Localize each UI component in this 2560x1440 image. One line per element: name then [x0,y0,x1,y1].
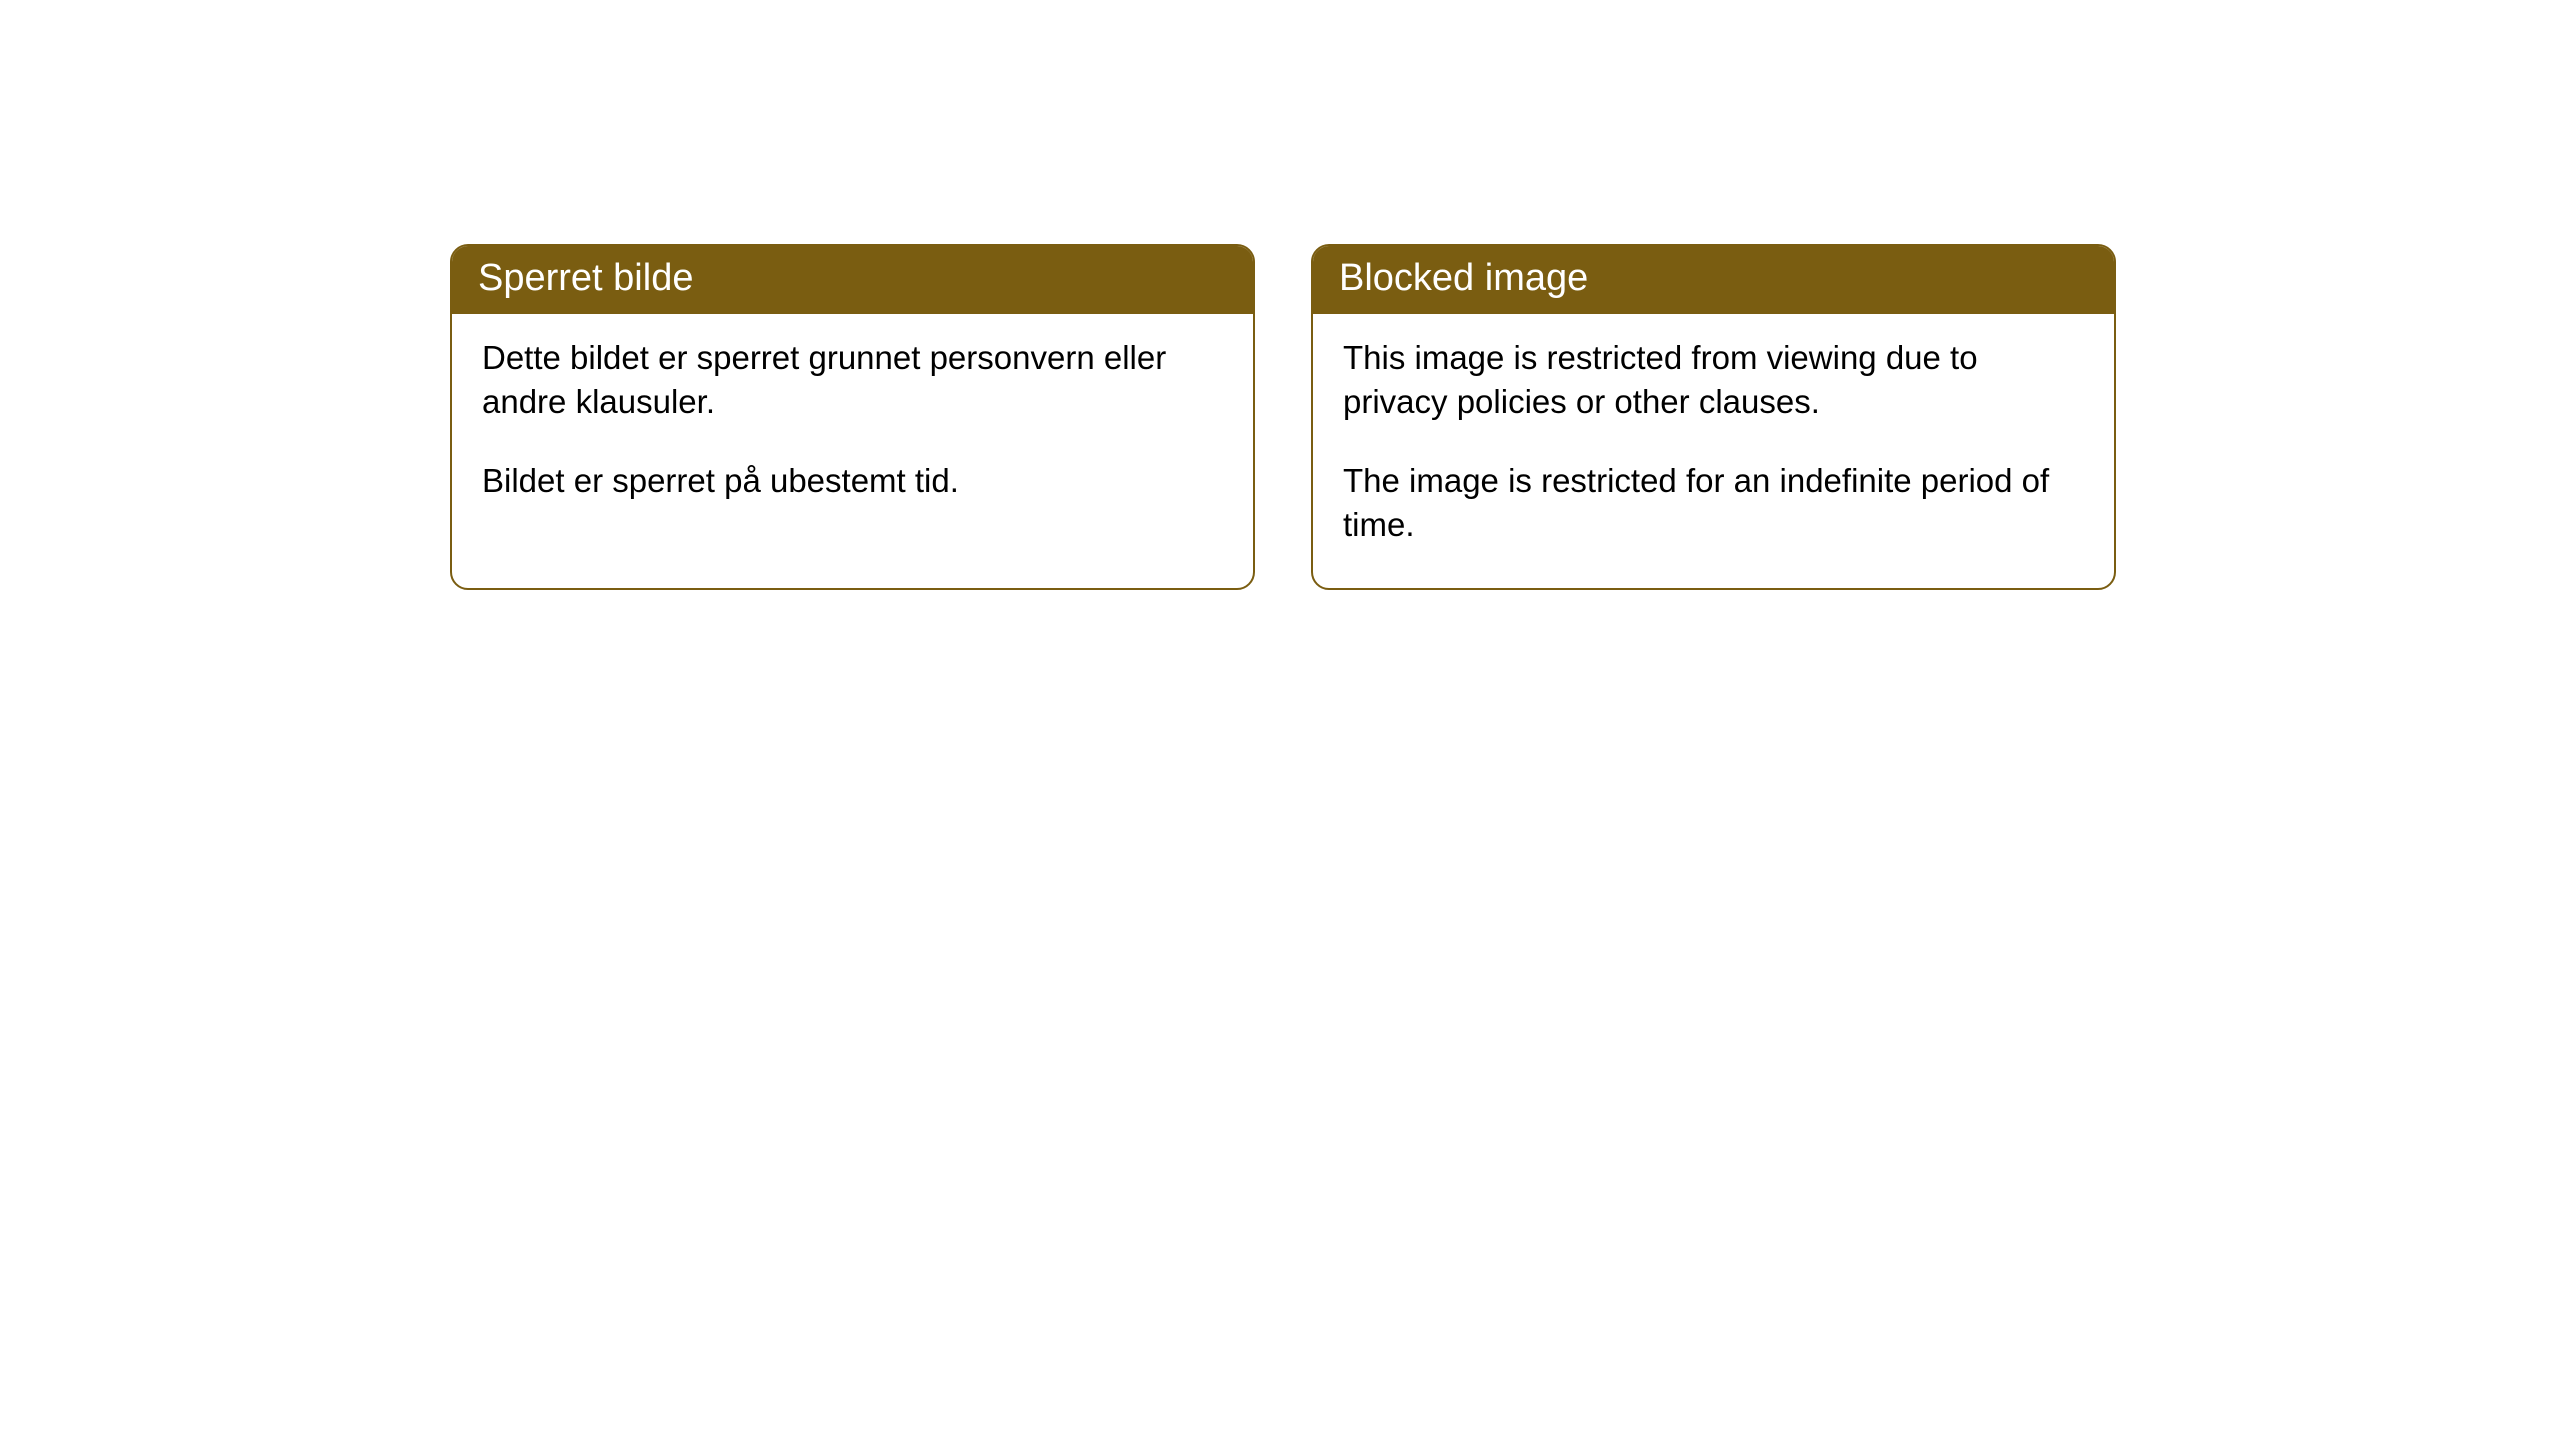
notice-text-english-1: This image is restricted from viewing du… [1343,336,2084,425]
notice-text-norwegian-1: Dette bildet er sperret grunnet personve… [482,336,1223,425]
notice-body-english: This image is restricted from viewing du… [1313,314,2114,588]
notice-header-english: Blocked image [1313,246,2114,314]
notice-header-norwegian: Sperret bilde [452,246,1253,314]
notice-card-norwegian: Sperret bilde Dette bildet er sperret gr… [450,244,1255,590]
notice-card-english: Blocked image This image is restricted f… [1311,244,2116,590]
notice-container: Sperret bilde Dette bildet er sperret gr… [0,0,2560,590]
notice-text-norwegian-2: Bildet er sperret på ubestemt tid. [482,459,1223,504]
notice-text-english-2: The image is restricted for an indefinit… [1343,459,2084,548]
notice-body-norwegian: Dette bildet er sperret grunnet personve… [452,314,1253,544]
